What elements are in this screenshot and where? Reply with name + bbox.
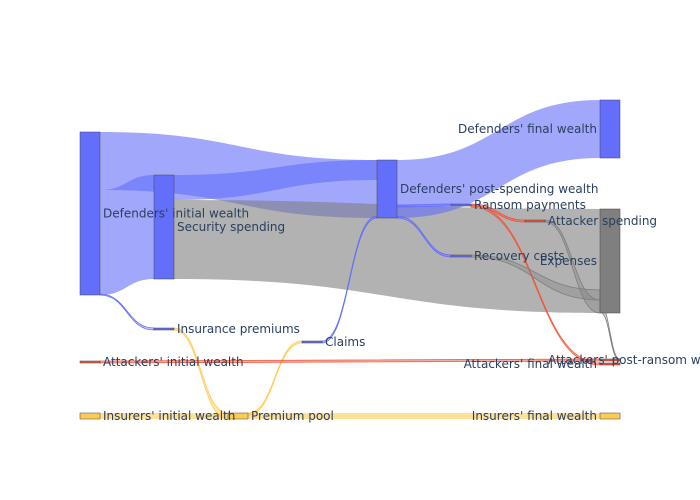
link-prem_pool-to-ins_final[interactable] — [248, 413, 600, 419]
node-att_init[interactable] — [79, 360, 101, 364]
node-label-ins_prem: Insurance premiums — [177, 322, 300, 336]
node-label-expenses: Expenses — [540, 254, 597, 268]
node-security[interactable] — [153, 174, 175, 280]
node-att_final[interactable] — [599, 362, 621, 366]
link-security-to-expenses[interactable] — [174, 200, 600, 313]
nodes-layer — [79, 99, 621, 420]
link-def_init-to-security[interactable] — [100, 175, 154, 295]
node-label-att_init: Attackers' initial wealth — [103, 355, 244, 369]
node-label-ins_final: Insurers' final wealth — [472, 409, 597, 423]
node-def_init[interactable] — [79, 131, 101, 296]
link-security-to-def_post[interactable] — [174, 160, 377, 200]
node-label-att_spend: Attacker spending — [548, 214, 657, 228]
node-claims[interactable] — [301, 340, 323, 344]
links-layer — [99, 100, 621, 420]
node-ins_prem[interactable] — [153, 327, 175, 331]
node-label-security: Security spending — [177, 220, 285, 234]
link-ins_init-to-prem_pool[interactable] — [100, 413, 228, 419]
node-label-prem_pool: Premium pool — [251, 409, 334, 423]
node-expenses[interactable] — [599, 208, 621, 314]
node-ins_final[interactable] — [599, 412, 621, 420]
node-label-def_init: Defenders' initial wealth — [103, 207, 249, 221]
node-label-def_post: Defenders' post-spending wealth — [400, 182, 598, 196]
node-label-ins_init: Insurers' initial wealth — [103, 409, 235, 423]
node-label-recovery: Recovery costs — [474, 249, 565, 263]
node-prem_pool[interactable] — [227, 412, 249, 420]
node-ransom[interactable] — [450, 203, 472, 207]
link-prem_pool-to-claims[interactable] — [247, 340, 303, 416]
node-label-claims: Claims — [325, 335, 365, 349]
node-label-att_post: Attackers' post-ransom wealth — [548, 353, 700, 367]
node-recovery[interactable] — [450, 254, 472, 258]
link-def_init-to-ins_prem[interactable] — [99, 293, 155, 331]
node-label-att_final: Attackers' final wealth — [464, 357, 597, 371]
node-label-ransom: Ransom payments — [474, 198, 586, 212]
node-label-def_final: Defenders' final wealth — [458, 122, 597, 136]
link-ins_prem-to-prem_pool[interactable] — [173, 327, 229, 420]
node-def_post[interactable] — [376, 159, 398, 219]
link-def_post-to-def_final[interactable] — [397, 100, 600, 218]
node-att_spend[interactable] — [524, 219, 546, 223]
node-def_final[interactable] — [599, 99, 621, 159]
node-ins_init[interactable] — [79, 412, 101, 420]
node-att_post[interactable] — [599, 358, 621, 362]
